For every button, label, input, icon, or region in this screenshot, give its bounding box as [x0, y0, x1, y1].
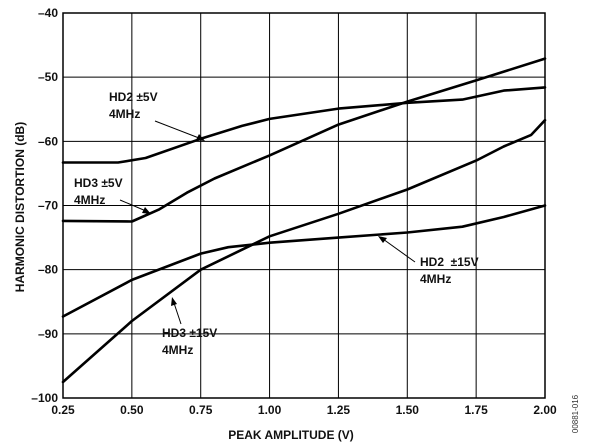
series-line-0 [61, 86, 547, 164]
annotation-hd2-5v-line2: 4MHz [109, 107, 140, 121]
annotation-hd2-15v-leader [382, 238, 416, 263]
plot-frame [62, 12, 546, 399]
series-line-1 [61, 57, 547, 223]
annotation-hd3-15v-line2: 4MHz [162, 343, 193, 357]
y-tick-label-6: –40 [38, 6, 58, 20]
series-line-3 [61, 118, 547, 384]
annotation-hd2-15v-line2: 4MHz [420, 272, 451, 286]
annotation-hd3-5v-line1: HD3 ±5V [74, 176, 123, 190]
x-tick-label-7: 2.00 [533, 403, 557, 417]
x-tick-label-5: 1.50 [396, 403, 420, 417]
annotation-hd2-5v-leader [154, 120, 200, 139]
y-tick-label-1: –90 [38, 327, 58, 341]
annotation-hd3-15v-line1: HD3 ±15V [162, 326, 217, 340]
x-axis-label: PEAK AMPLITUDE (V) [228, 428, 354, 442]
annotation-hd3-5v-leader [119, 199, 147, 212]
x-tick-label-3: 1.00 [258, 403, 282, 417]
y-tick-label-4: –60 [38, 134, 58, 148]
y-tick-label-2: –80 [38, 263, 58, 277]
series-layer [61, 57, 547, 384]
annotation-hd2-5v-arrowhead [196, 134, 205, 141]
annotation-hd3-15v-leader [173, 302, 182, 325]
annotation-hd2-5v-line1: HD2 ±5V [109, 90, 158, 104]
tick-labels: 0.25 0.50 0.75 1.00 1.25 1.50 1.75 2.00 –100 –90 –… [31, 6, 557, 417]
annotation-hd3-15v-arrowhead [171, 297, 177, 306]
x-tick-label-6: 1.75 [464, 403, 488, 417]
x-tick-label-0: 0.25 [51, 403, 75, 417]
grid [63, 13, 545, 398]
series-line-2 [61, 204, 547, 318]
x-tick-label-1: 0.50 [120, 403, 144, 417]
plot-border [62, 12, 546, 399]
x-tick-label-2: 0.75 [189, 403, 213, 417]
annotation-hd3-5v-line2: 4MHz [74, 193, 105, 207]
y-tick-label-3: –70 [38, 199, 58, 213]
figure-id: 00881-016 [571, 394, 580, 433]
y-tick-label-0: –100 [31, 391, 58, 405]
y-axis-label: HARMONIC DISTORTION (dB) [13, 122, 27, 292]
annotation-hd2-15v-line1: HD2 ±15V [420, 255, 479, 269]
y-tick-label-5: –50 [38, 70, 58, 84]
x-tick-label-4: 1.25 [327, 403, 351, 417]
annotation-hd2-15v-arrowhead [378, 236, 387, 243]
annotation-hd3-5v-arrowhead [142, 207, 151, 214]
annotations: HD2 ±5V 4MHz HD3 ±5V 4MHz HD2 ±15V 4MHz … [74, 90, 479, 357]
